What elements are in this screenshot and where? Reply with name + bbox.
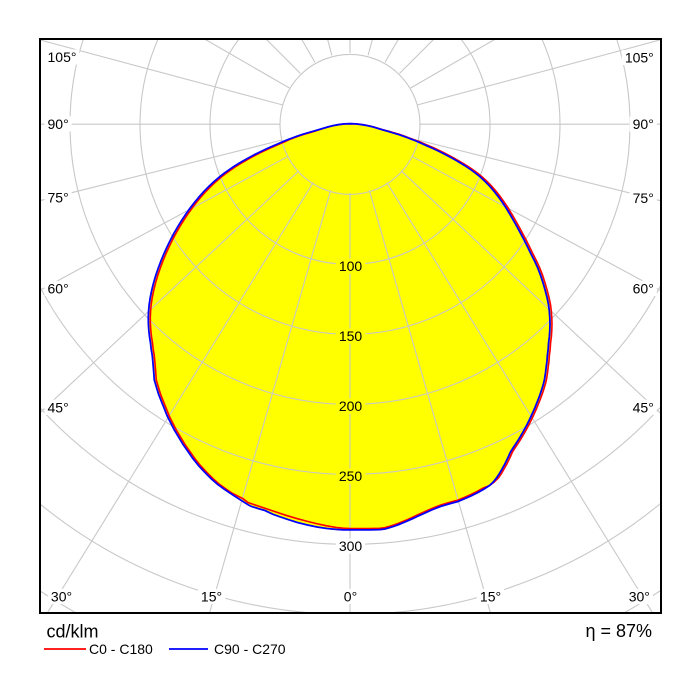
- svg-text:60°: 60°: [48, 281, 69, 297]
- svg-text:90°: 90°: [48, 116, 69, 132]
- svg-text:60°: 60°: [633, 280, 654, 296]
- svg-text:75°: 75°: [48, 190, 69, 206]
- svg-text:45°: 45°: [48, 399, 69, 415]
- svg-text:15°: 15°: [480, 589, 501, 605]
- svg-text:105°: 105°: [48, 49, 77, 65]
- svg-text:C0 - C180: C0 - C180: [89, 641, 153, 657]
- svg-text:30°: 30°: [51, 589, 72, 605]
- svg-text:30°: 30°: [629, 589, 650, 605]
- svg-text:η = 87%: η = 87%: [585, 621, 652, 641]
- svg-text:105°: 105°: [625, 50, 654, 66]
- svg-text:250: 250: [339, 468, 363, 484]
- svg-text:45°: 45°: [633, 399, 654, 415]
- svg-text:0°: 0°: [344, 589, 357, 605]
- svg-text:300: 300: [339, 538, 363, 554]
- svg-text:75°: 75°: [633, 190, 654, 206]
- svg-text:C90 - C270: C90 - C270: [214, 641, 286, 657]
- svg-text:200: 200: [339, 398, 363, 414]
- svg-text:150: 150: [339, 328, 363, 344]
- svg-text:100: 100: [339, 258, 363, 274]
- svg-text:90°: 90°: [633, 116, 654, 132]
- svg-text:15°: 15°: [201, 589, 222, 605]
- svg-text:cd/klm: cd/klm: [47, 622, 99, 642]
